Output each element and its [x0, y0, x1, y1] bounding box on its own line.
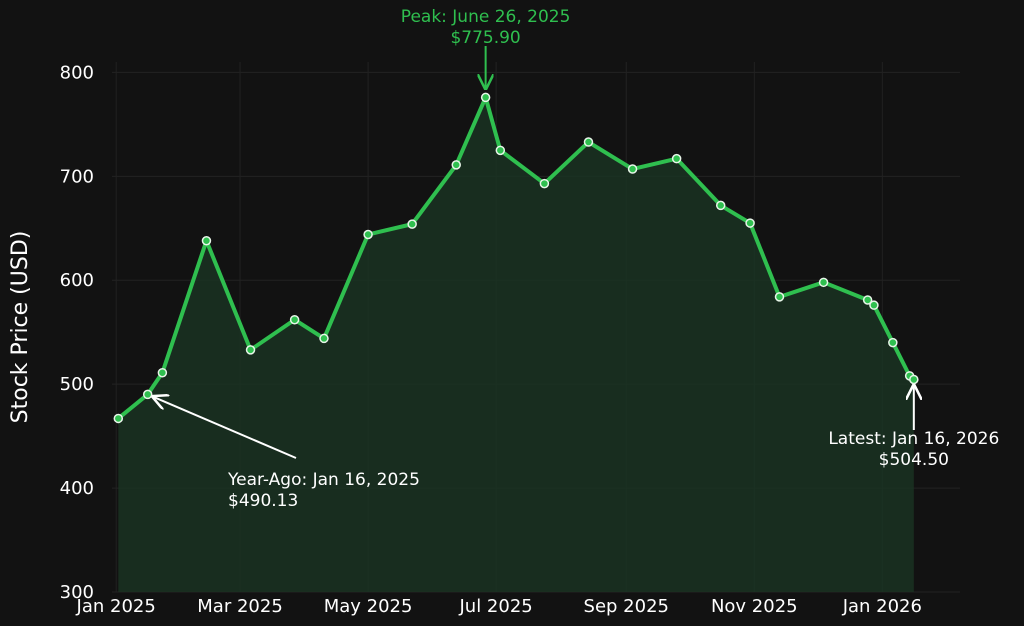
year-ago-arrow: [153, 397, 297, 459]
price-point: [157, 367, 168, 378]
x-tick-label: Sep 2025: [584, 596, 669, 617]
y-tick-label: 700: [60, 166, 94, 187]
price-point: [745, 218, 755, 228]
price-point: [319, 333, 329, 344]
price-points: [113, 92, 919, 424]
price-point: [909, 374, 919, 385]
price-point: [888, 337, 898, 348]
y-tick-label: 800: [60, 62, 94, 83]
price-point: [627, 164, 638, 174]
x-tick-label: Nov 2025: [711, 596, 798, 617]
price-area-fill: [118, 97, 914, 592]
price-point: [451, 160, 461, 170]
price-point: [715, 200, 726, 211]
year-ago-annotation-label: Year-Ago: Jan 16, 2025 $490.13: [227, 470, 420, 511]
y-axis-label: Stock Price (USD): [8, 231, 33, 424]
price-point: [818, 277, 829, 288]
price-point: [774, 292, 785, 302]
peak-annotation-label: Peak: June 26, 2025 $775.90: [401, 7, 571, 48]
annotations: Peak: June 26, 2025 $775.90 Year-Ago: Jan …: [153, 7, 999, 511]
x-tick-label: Jul 2025: [458, 596, 532, 617]
price-point: [289, 314, 300, 325]
price-point: [407, 219, 417, 229]
y-axis-ticks: 300 400 500 600 700 800: [60, 62, 94, 603]
x-tick-label: May 2025: [324, 596, 413, 617]
x-tick-label: Mar 2025: [197, 596, 283, 617]
price-point: [671, 153, 682, 164]
year-ago-annotation-line: $490.13: [228, 491, 298, 511]
price-area: [118, 97, 914, 592]
x-tick-label: Jan 2026: [842, 596, 922, 617]
y-tick-label: 300: [60, 582, 94, 603]
price-point: [862, 295, 873, 305]
price-point: [583, 137, 594, 147]
price-point: [495, 145, 506, 156]
price-point: [363, 229, 373, 240]
peak-annotation-line: Peak: June 26, 2025: [401, 7, 571, 27]
price-point: [142, 389, 153, 400]
price-point: [201, 235, 212, 246]
latest-annotation-label: Latest: Jan 16, 2026 $504.50: [828, 429, 999, 470]
y-tick-label: 500: [60, 374, 94, 395]
peak-annotation-line: $775.90: [450, 28, 520, 48]
y-tick-label: 600: [60, 270, 94, 291]
x-tick-label: Jan 2025: [76, 596, 156, 617]
price-point: [539, 178, 550, 189]
latest-annotation-line: Latest: Jan 16, 2026: [828, 429, 999, 449]
price-point: [480, 92, 491, 103]
x-axis-ticks: Jan 2025 Mar 2025 May 2025 Jul 2025 Sep 2025…: [76, 596, 922, 617]
y-tick-label: 400: [60, 478, 94, 499]
latest-annotation-line: $504.50: [879, 450, 949, 470]
price-point: [245, 345, 256, 355]
year-ago-annotation-line: Year-Ago: Jan 16, 2025: [227, 470, 420, 490]
price-point: [869, 300, 879, 310]
price-point: [113, 413, 124, 424]
